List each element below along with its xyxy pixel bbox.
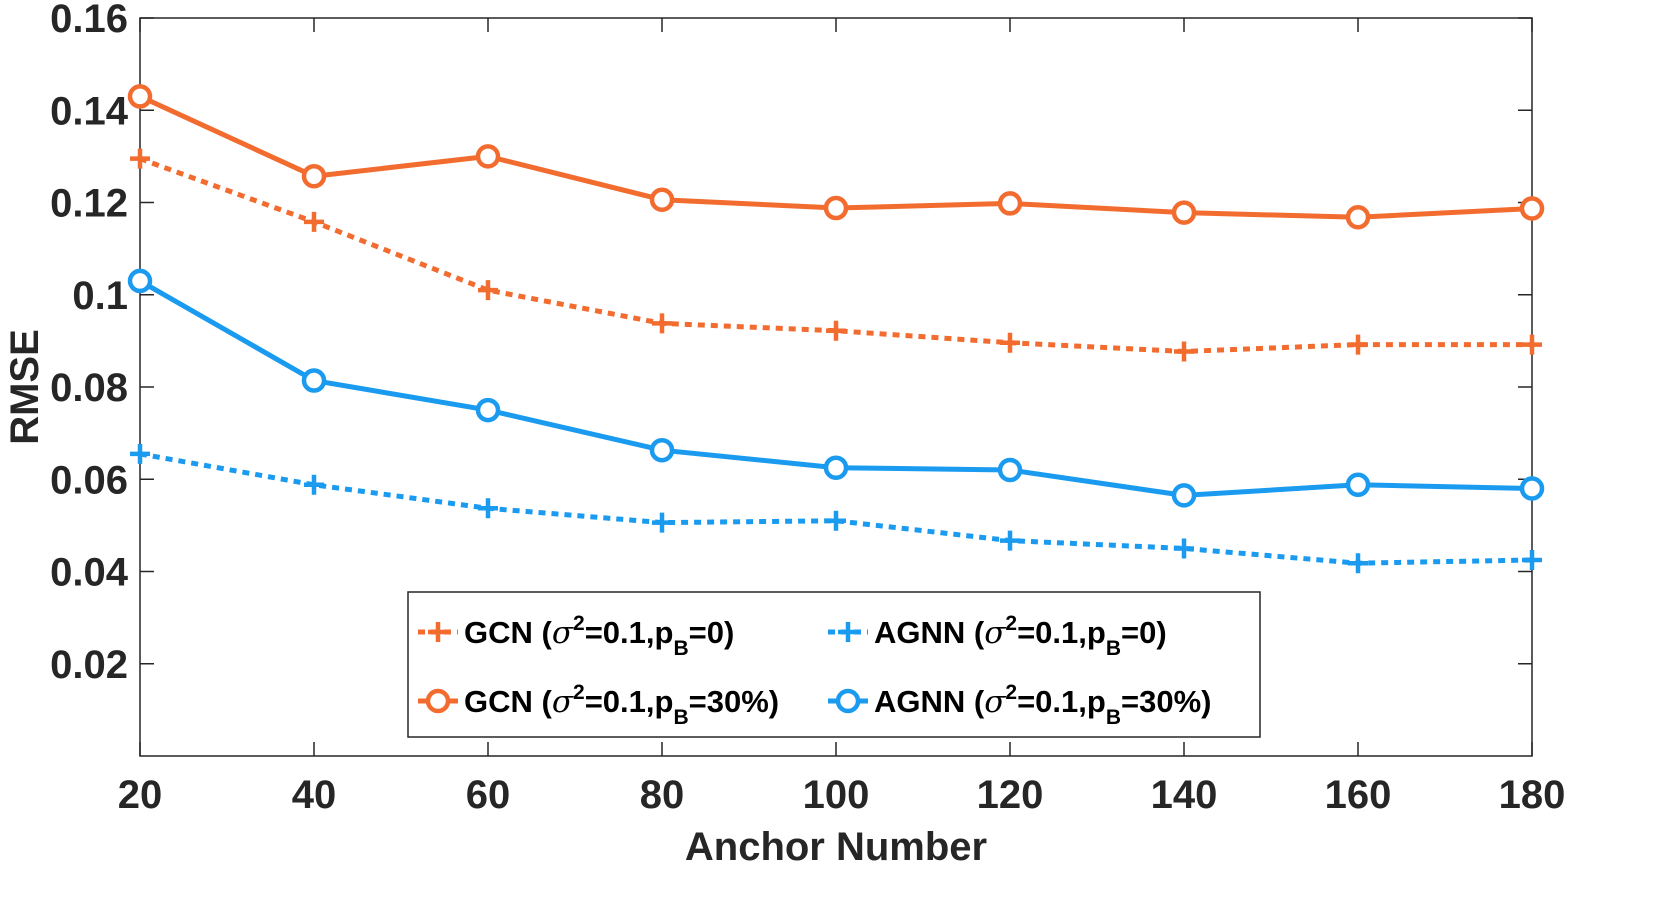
y-tick-label: 0.16 bbox=[50, 0, 128, 41]
legend-swatch-marker bbox=[425, 688, 451, 714]
data-point bbox=[475, 144, 501, 169]
data-point bbox=[130, 148, 150, 169]
x-tick-label: 120 bbox=[977, 773, 1044, 817]
data-point bbox=[649, 187, 675, 212]
x-tick-label: 40 bbox=[292, 773, 337, 817]
data-point bbox=[1174, 341, 1194, 362]
data-point bbox=[301, 368, 327, 393]
series-line bbox=[139, 451, 1533, 566]
x-axis-title: Anchor Number bbox=[685, 825, 987, 869]
y-tick-label: 0.06 bbox=[50, 458, 128, 502]
series-line bbox=[139, 156, 1532, 354]
x-tick-label: 180 bbox=[1499, 773, 1566, 817]
data-point bbox=[997, 191, 1023, 216]
series-layer bbox=[127, 84, 1545, 574]
data-point bbox=[1174, 538, 1194, 559]
legend-item: GCN (σ2=0.1,pB=30%) bbox=[418, 681, 779, 729]
series-3 bbox=[127, 268, 1545, 508]
data-point bbox=[1519, 196, 1545, 221]
data-point bbox=[478, 498, 498, 519]
data-point bbox=[1000, 530, 1020, 551]
y-tick-label: 0.02 bbox=[50, 643, 128, 687]
data-point bbox=[997, 457, 1023, 483]
data-point bbox=[823, 195, 849, 221]
data-point bbox=[127, 268, 153, 294]
data-point bbox=[1345, 472, 1371, 498]
legend-item: GCN (σ2=0.1,pB=0) bbox=[418, 612, 734, 660]
data-point bbox=[478, 280, 498, 301]
y-axis: 0.02 0.04 0.06 0.08 0.1 0.12 0.14 0.16 bbox=[50, 0, 1532, 687]
data-point bbox=[1171, 483, 1197, 508]
data-point bbox=[301, 163, 327, 189]
legend-item: AGNN (σ2=0.1,pB=30%) bbox=[828, 681, 1211, 729]
y-tick-label: 0.08 bbox=[50, 366, 128, 410]
legend-label: GCN (σ2=0.1,pB=0) bbox=[464, 612, 734, 660]
data-point bbox=[127, 84, 153, 109]
data-point bbox=[649, 437, 675, 463]
x-axis: 20 40 60 80 100 120 140 160 180 bbox=[118, 18, 1566, 817]
y-tick-label: 0.12 bbox=[50, 182, 128, 226]
x-tick-label: 20 bbox=[118, 773, 163, 817]
series-2 bbox=[127, 84, 1545, 230]
legend-box bbox=[407, 591, 1261, 738]
data-point bbox=[130, 443, 150, 464]
data-point bbox=[1519, 476, 1545, 501]
legend-label: AGNN (σ2=0.1,pB=0) bbox=[874, 612, 1167, 660]
data-point bbox=[1000, 332, 1020, 353]
legend-label: AGNN (σ2=0.1,pB=30%) bbox=[874, 681, 1211, 729]
x-tick-label: 140 bbox=[1151, 773, 1218, 817]
legend-item: AGNN (σ2=0.1,pB=0) bbox=[828, 612, 1167, 660]
data-point bbox=[304, 474, 324, 495]
data-point bbox=[1345, 205, 1371, 230]
y-axis-title: RMSE bbox=[3, 329, 47, 445]
data-point bbox=[1522, 549, 1542, 570]
series-1 bbox=[130, 443, 1542, 574]
series-0 bbox=[130, 148, 1542, 362]
data-point bbox=[826, 320, 846, 341]
data-point bbox=[1348, 334, 1368, 355]
data-point bbox=[652, 512, 672, 533]
legend: GCN (σ2=0.1,pB=0) AGNN (σ2=0.1,pB=0) GCN (… bbox=[407, 591, 1261, 738]
data-point bbox=[1171, 200, 1197, 225]
data-point bbox=[475, 397, 501, 423]
y-tick-label: 0.14 bbox=[50, 89, 129, 133]
y-tick-label: 0.1 bbox=[72, 274, 128, 318]
x-tick-label: 160 bbox=[1325, 773, 1392, 817]
data-point bbox=[1522, 334, 1542, 355]
data-point bbox=[304, 211, 324, 232]
legend-swatch-marker bbox=[835, 688, 861, 714]
x-tick-label: 80 bbox=[640, 773, 685, 817]
legend-label: GCN (σ2=0.1,pB=30%) bbox=[464, 681, 779, 729]
x-tick-label: 60 bbox=[466, 773, 511, 817]
data-point bbox=[652, 313, 672, 334]
x-tick-label: 100 bbox=[803, 773, 870, 817]
y-tick-label: 0.04 bbox=[50, 551, 129, 595]
data-point bbox=[826, 510, 846, 531]
data-point bbox=[1348, 553, 1368, 574]
legend-swatch-marker bbox=[838, 622, 858, 642]
data-point bbox=[823, 455, 849, 480]
legend-swatch-marker bbox=[428, 622, 448, 642]
